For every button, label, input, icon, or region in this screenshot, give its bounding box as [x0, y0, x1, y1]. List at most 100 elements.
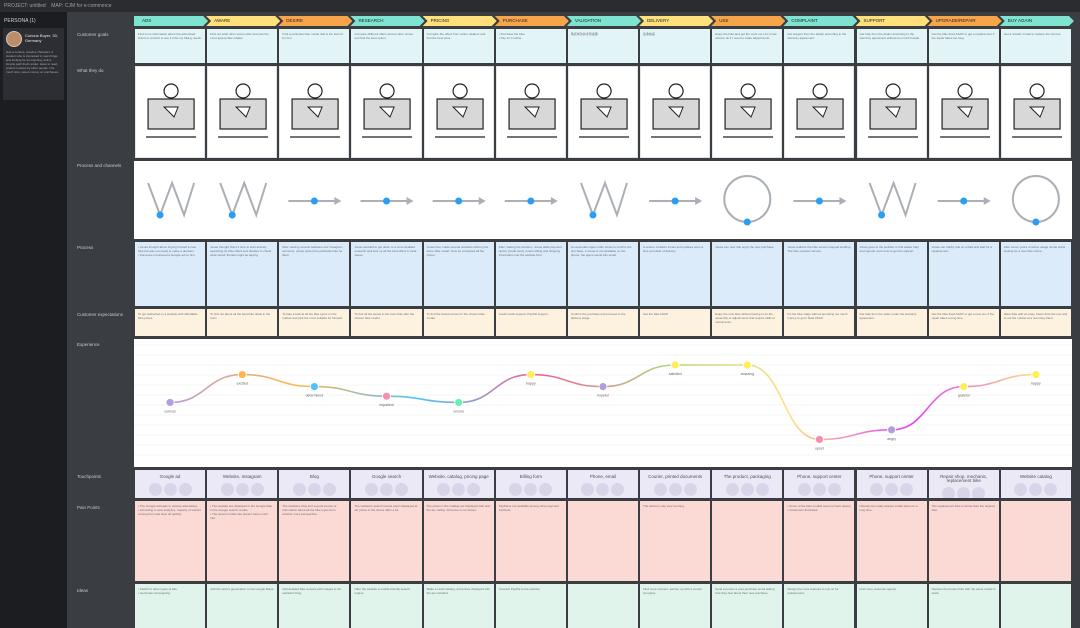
idea-cell[interactable]: Add detailed bike reviews with images to…	[279, 584, 350, 628]
process-cell[interactable]: Jonas thought that it's time to start ac…	[207, 242, 278, 306]
stage-research[interactable]: RESEARCH	[350, 16, 424, 26]
goal-cell[interactable]: Compare different offers across other st…	[351, 29, 422, 63]
touchpoint-cell[interactable]: Phone, support center	[784, 470, 855, 498]
stage-validation[interactable]: VALIDATION	[567, 16, 641, 26]
process-cell[interactable]: After making the decision, Jonas adds pa…	[495, 242, 566, 306]
expectation-cell[interactable]: Fix the bike stage without spending too …	[784, 309, 855, 336]
expectation-cell[interactable]: To find all the stores in the town that …	[351, 309, 422, 336]
touchpoint-cell[interactable]: Billing form	[495, 470, 566, 498]
stage-desire[interactable]: DESIRE	[278, 16, 352, 26]
touchpoint-cell[interactable]: Courier, printed documents	[640, 470, 711, 498]
stage-complaint[interactable]: COMPLAINT	[783, 16, 857, 26]
channel-node	[383, 197, 391, 205]
stage-delivery[interactable]: DELIVERY	[639, 16, 713, 26]
expectation-cell[interactable]: Get the bike fixed ASAP or get a new one…	[928, 309, 999, 336]
expectation-cell[interactable]: Get the bike ASAP.	[640, 309, 711, 336]
pain-point-cell[interactable]: Nobody can really answer a bike issue fo…	[856, 501, 927, 581]
stage-ads[interactable]: ADS	[134, 16, 208, 26]
stage-purchase[interactable]: PURCHASE	[495, 16, 569, 26]
process-cell[interactable]: After seven years of active usage Jonas …	[1000, 242, 1071, 306]
project-label[interactable]: PROJECT: untitled	[4, 3, 46, 9]
expectation-cell[interactable]: Credit cards support, PayPal support.	[495, 309, 566, 336]
stage-aware[interactable]: AWARE	[206, 16, 280, 26]
goal-cell[interactable]: Find out what other stores offer and pic…	[207, 29, 278, 63]
pain-point-cell[interactable]: The delivery may vary too long.	[640, 501, 711, 581]
process-cell[interactable]: • Jonas thought about buying himself a n…	[135, 242, 206, 306]
process-cell[interactable]: Jonas can now ride enjoy the new purchas…	[712, 242, 783, 306]
pain-point-cell[interactable]	[712, 501, 783, 581]
idea-cell[interactable]: Find more customer agents.	[856, 584, 927, 628]
idea-cell[interactable]: Design the more features to rely on for …	[784, 584, 855, 628]
stage-pricing[interactable]: PRICING	[423, 16, 497, 26]
stage-use[interactable]: USE	[711, 16, 785, 26]
touchpoint-cell[interactable]: Blog	[279, 470, 350, 498]
goal-cell[interactable]: Enjoy the bike and get the most out of i…	[712, 29, 783, 63]
idea-cell[interactable]: Send a person a post-purchase email aski…	[712, 584, 783, 628]
expectation-cell[interactable]: To find the lowest prices for the chosen…	[423, 309, 494, 336]
touchpoint-cell[interactable]: Website, Instagram	[207, 470, 278, 498]
touchpoint-cell[interactable]: Google search	[351, 470, 422, 498]
process-cell[interactable]: Jonas realizes the bike sensor stopped w…	[784, 242, 855, 306]
goal-cell[interactable]: Get help from the dealer according to th…	[856, 29, 927, 63]
pain-point-cell[interactable]: The replacement bike is worse than the o…	[928, 501, 999, 581]
stage-support[interactable]: SUPPORT	[856, 16, 930, 26]
touchpoint-cell[interactable]: Website catalog	[1000, 470, 1071, 498]
process-cell[interactable]: After viewing several websites and Insta…	[279, 242, 350, 306]
expectation-cell[interactable]: Enjoy the new bike without having to do …	[712, 309, 783, 336]
process-cell[interactable]: Jonas goes to the website to find dealer…	[856, 242, 927, 306]
touchpoint-cell[interactable]: Phone, support center	[856, 470, 927, 498]
idea-cell[interactable]	[1000, 584, 1071, 628]
expectation-cell[interactable]: Have bike with an easy, better than the …	[1000, 309, 1071, 336]
stage-buy-again[interactable]: BUY AGAIN	[1000, 16, 1074, 26]
expectation-cell[interactable]: Get help from the seller under the warra…	[856, 309, 927, 336]
process-cell[interactable]: A courier contacts Jonas and updates upo…	[640, 242, 711, 306]
pain-point-cell[interactable]: • Some of the bike models seem to have i…	[784, 501, 855, 581]
idea-cell[interactable]: Offer the website a mobile-friendly sear…	[351, 584, 422, 628]
pain-point-cell[interactable]: The prices in the catalog are displayed …	[423, 501, 494, 581]
goal-cell[interactable]: 购买成功并拿到发票	[567, 29, 639, 63]
touchpoint-cell[interactable]: Google ad	[135, 470, 206, 498]
goal-cell[interactable]: • Purchase the bike • Pay for it online	[495, 29, 566, 63]
sketch-icon	[578, 83, 629, 138]
goal-cell[interactable]: Compare the offers from online retailers…	[423, 29, 494, 63]
expectation-cell[interactable]: To find out about all the best bike deal…	[207, 309, 278, 336]
idea-cell[interactable]: Make a small catalog, and prices display…	[423, 584, 494, 628]
pain-point-cell[interactable]: PayPal is not available among other paym…	[495, 501, 566, 581]
goal-cell[interactable]: Get the bike fixed ASAP or get a replace…	[928, 29, 999, 63]
expectation-cell[interactable]: Confirm the purchase and proceed to the …	[567, 309, 639, 336]
touchpoint-cell[interactable]: Repair shop, mechanic, replacement bike	[928, 470, 999, 498]
pain-point-cell[interactable]	[1000, 501, 1071, 581]
idea-cell[interactable]: • Switch to other types of ads. • Get be…	[135, 584, 206, 628]
stage-upgrade-repair[interactable]: UPGRADE/REPAIR	[928, 16, 1002, 26]
goal-cell[interactable]: Find more information about the advertis…	[135, 29, 206, 63]
channel-icon	[467, 483, 481, 496]
idea-cell[interactable]: Replace the broken bike with the same mo…	[928, 584, 999, 628]
pain-point-cell[interactable]	[567, 501, 639, 581]
touchpoint-cell[interactable]: Website, catalog, pricing page	[423, 470, 494, 498]
emotion-face-icon	[959, 382, 969, 391]
idea-cell[interactable]	[567, 584, 639, 628]
map-title[interactable]: MAP: CJM for e-commerce	[51, 3, 112, 9]
expectation-cell[interactable]: To take a look at all the bike types on …	[279, 309, 350, 336]
pain-point-cell[interactable]: • The Google ad leads to various adverti…	[135, 501, 206, 581]
idea-cell[interactable]: Add the store's geolocation to the Googl…	[207, 584, 278, 628]
idea-cell[interactable]: Connect PayPal to the website.	[495, 584, 566, 628]
process-cell[interactable]: Jonas can hardly ride on a bike and wait…	[928, 242, 999, 306]
pain-point-cell[interactable]: The website's blog isn't a good source o…	[279, 501, 350, 581]
process-cell[interactable]: An automatic agent calls Jonas to confir…	[567, 242, 639, 306]
persona-sidebar: PERSONA (1) Curious Buyer, 30, Germany H…	[0, 12, 67, 628]
goal-cell[interactable]: Get a 'similar' model to replace the old…	[1000, 29, 1071, 63]
emotion-face-icon	[309, 382, 319, 391]
goal-cell[interactable]: 签收快递	[640, 29, 711, 63]
process-cell[interactable]: Jonas decided to get down to a more deta…	[351, 242, 422, 306]
persona-card[interactable]: Curious Buyer, 30, Germany Has a curious…	[3, 28, 64, 100]
idea-cell[interactable]: Find more couriers, partner up with a co…	[640, 584, 711, 628]
goal-cell[interactable]: Find a particular bike model that is the…	[279, 29, 350, 63]
touchpoint-cell[interactable]: The product, packaging	[712, 470, 783, 498]
goal-cell[interactable]: Get support from the dealer according to…	[784, 29, 855, 63]
expectation-cell[interactable]: To get redirected to a website with affo…	[135, 309, 206, 336]
touchpoint-cell[interactable]: Phone, email	[567, 470, 639, 498]
pain-point-cell[interactable]: The website's search results aren't disp…	[351, 501, 422, 581]
process-cell[interactable]: Jonas then made several websites offerin…	[423, 242, 494, 306]
pain-point-cell[interactable]: • The website are displayed in the Googl…	[207, 501, 278, 581]
